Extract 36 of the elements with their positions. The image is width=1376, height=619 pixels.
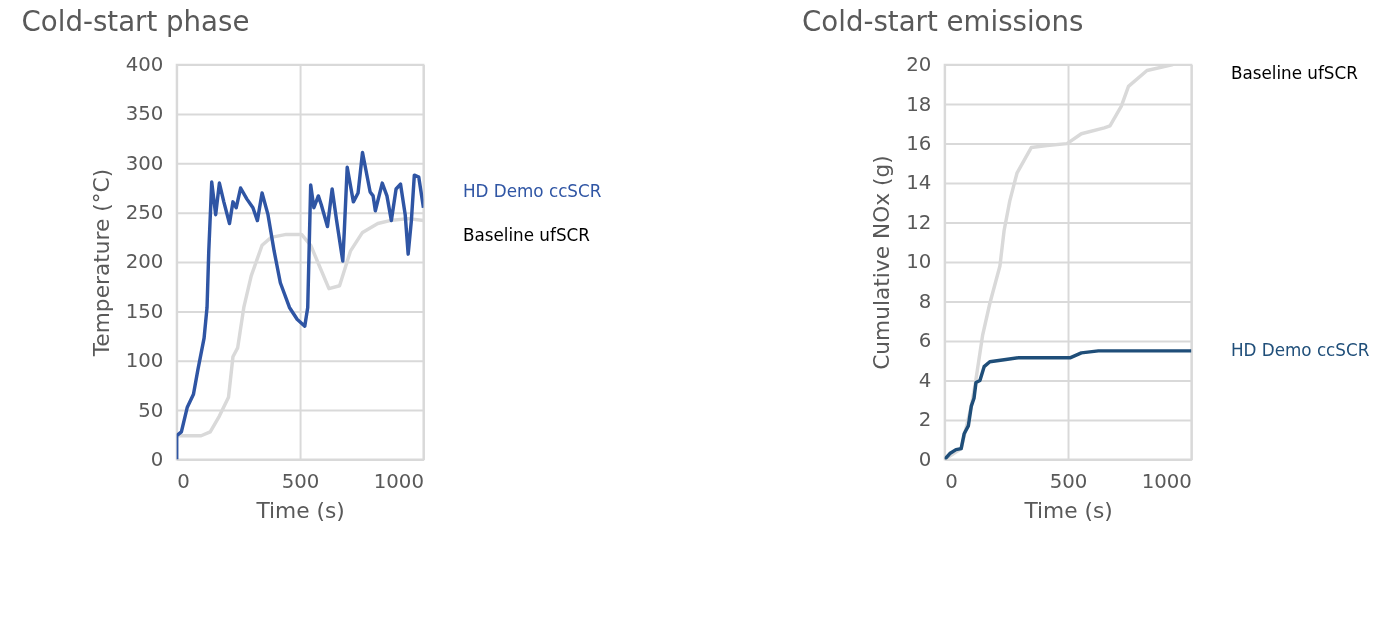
x-tick-label: 1000 (373, 469, 424, 493)
text: Baseline ufSCR (1230, 63, 1359, 84)
text: Baseline ufSCR (462, 224, 591, 245)
y-tick-label: 200 (125, 250, 164, 274)
x-tick-label: 1000 (1141, 469, 1192, 493)
y-tick-label: 100 (125, 349, 164, 373)
y-tick-label: 0 (918, 447, 932, 471)
y-axis-title: Temperature (°C) (88, 168, 114, 358)
y-tick-label: 400 (125, 53, 164, 77)
x-tick-label: 500 (281, 469, 320, 493)
y-axis-title: Cumulative NOx (g) (869, 155, 895, 370)
y-tick-label: 8 (918, 289, 932, 313)
y-tick-label: 10 (906, 250, 932, 274)
y-tick-label: 2 (918, 408, 932, 432)
chart-title: Cold-start phase (21, 5, 250, 39)
y-tick-label: 150 (125, 299, 164, 323)
y-tick-label: 0 (150, 447, 164, 471)
x-tick-label: 0 (177, 469, 190, 493)
text: HD Demo ccSCR (1230, 339, 1370, 360)
x-tick-label: 500 (1049, 469, 1088, 493)
y-tick-label: 300 (125, 151, 164, 175)
y-tick-label: 20 (906, 53, 932, 77)
x-tick-label: 0 (945, 469, 958, 493)
y-tick-label: 50 (138, 398, 164, 422)
text: HD Demo ccSCR (462, 181, 602, 202)
x-axis-title: Time (s) (1023, 498, 1113, 524)
y-tick-label: 350 (125, 102, 164, 126)
y-tick-label: 16 (906, 132, 932, 156)
y-tick-label: 6 (918, 329, 932, 353)
x-axis-title: Time (s) (255, 498, 345, 524)
y-tick-label: 4 (918, 368, 932, 392)
y-tick-label: 250 (125, 201, 164, 225)
y-tick-label: 14 (906, 171, 932, 195)
y-tick-label: 18 (906, 92, 932, 116)
chart-title: Cold-start emissions (802, 5, 1084, 39)
y-tick-label: 12 (906, 210, 932, 234)
